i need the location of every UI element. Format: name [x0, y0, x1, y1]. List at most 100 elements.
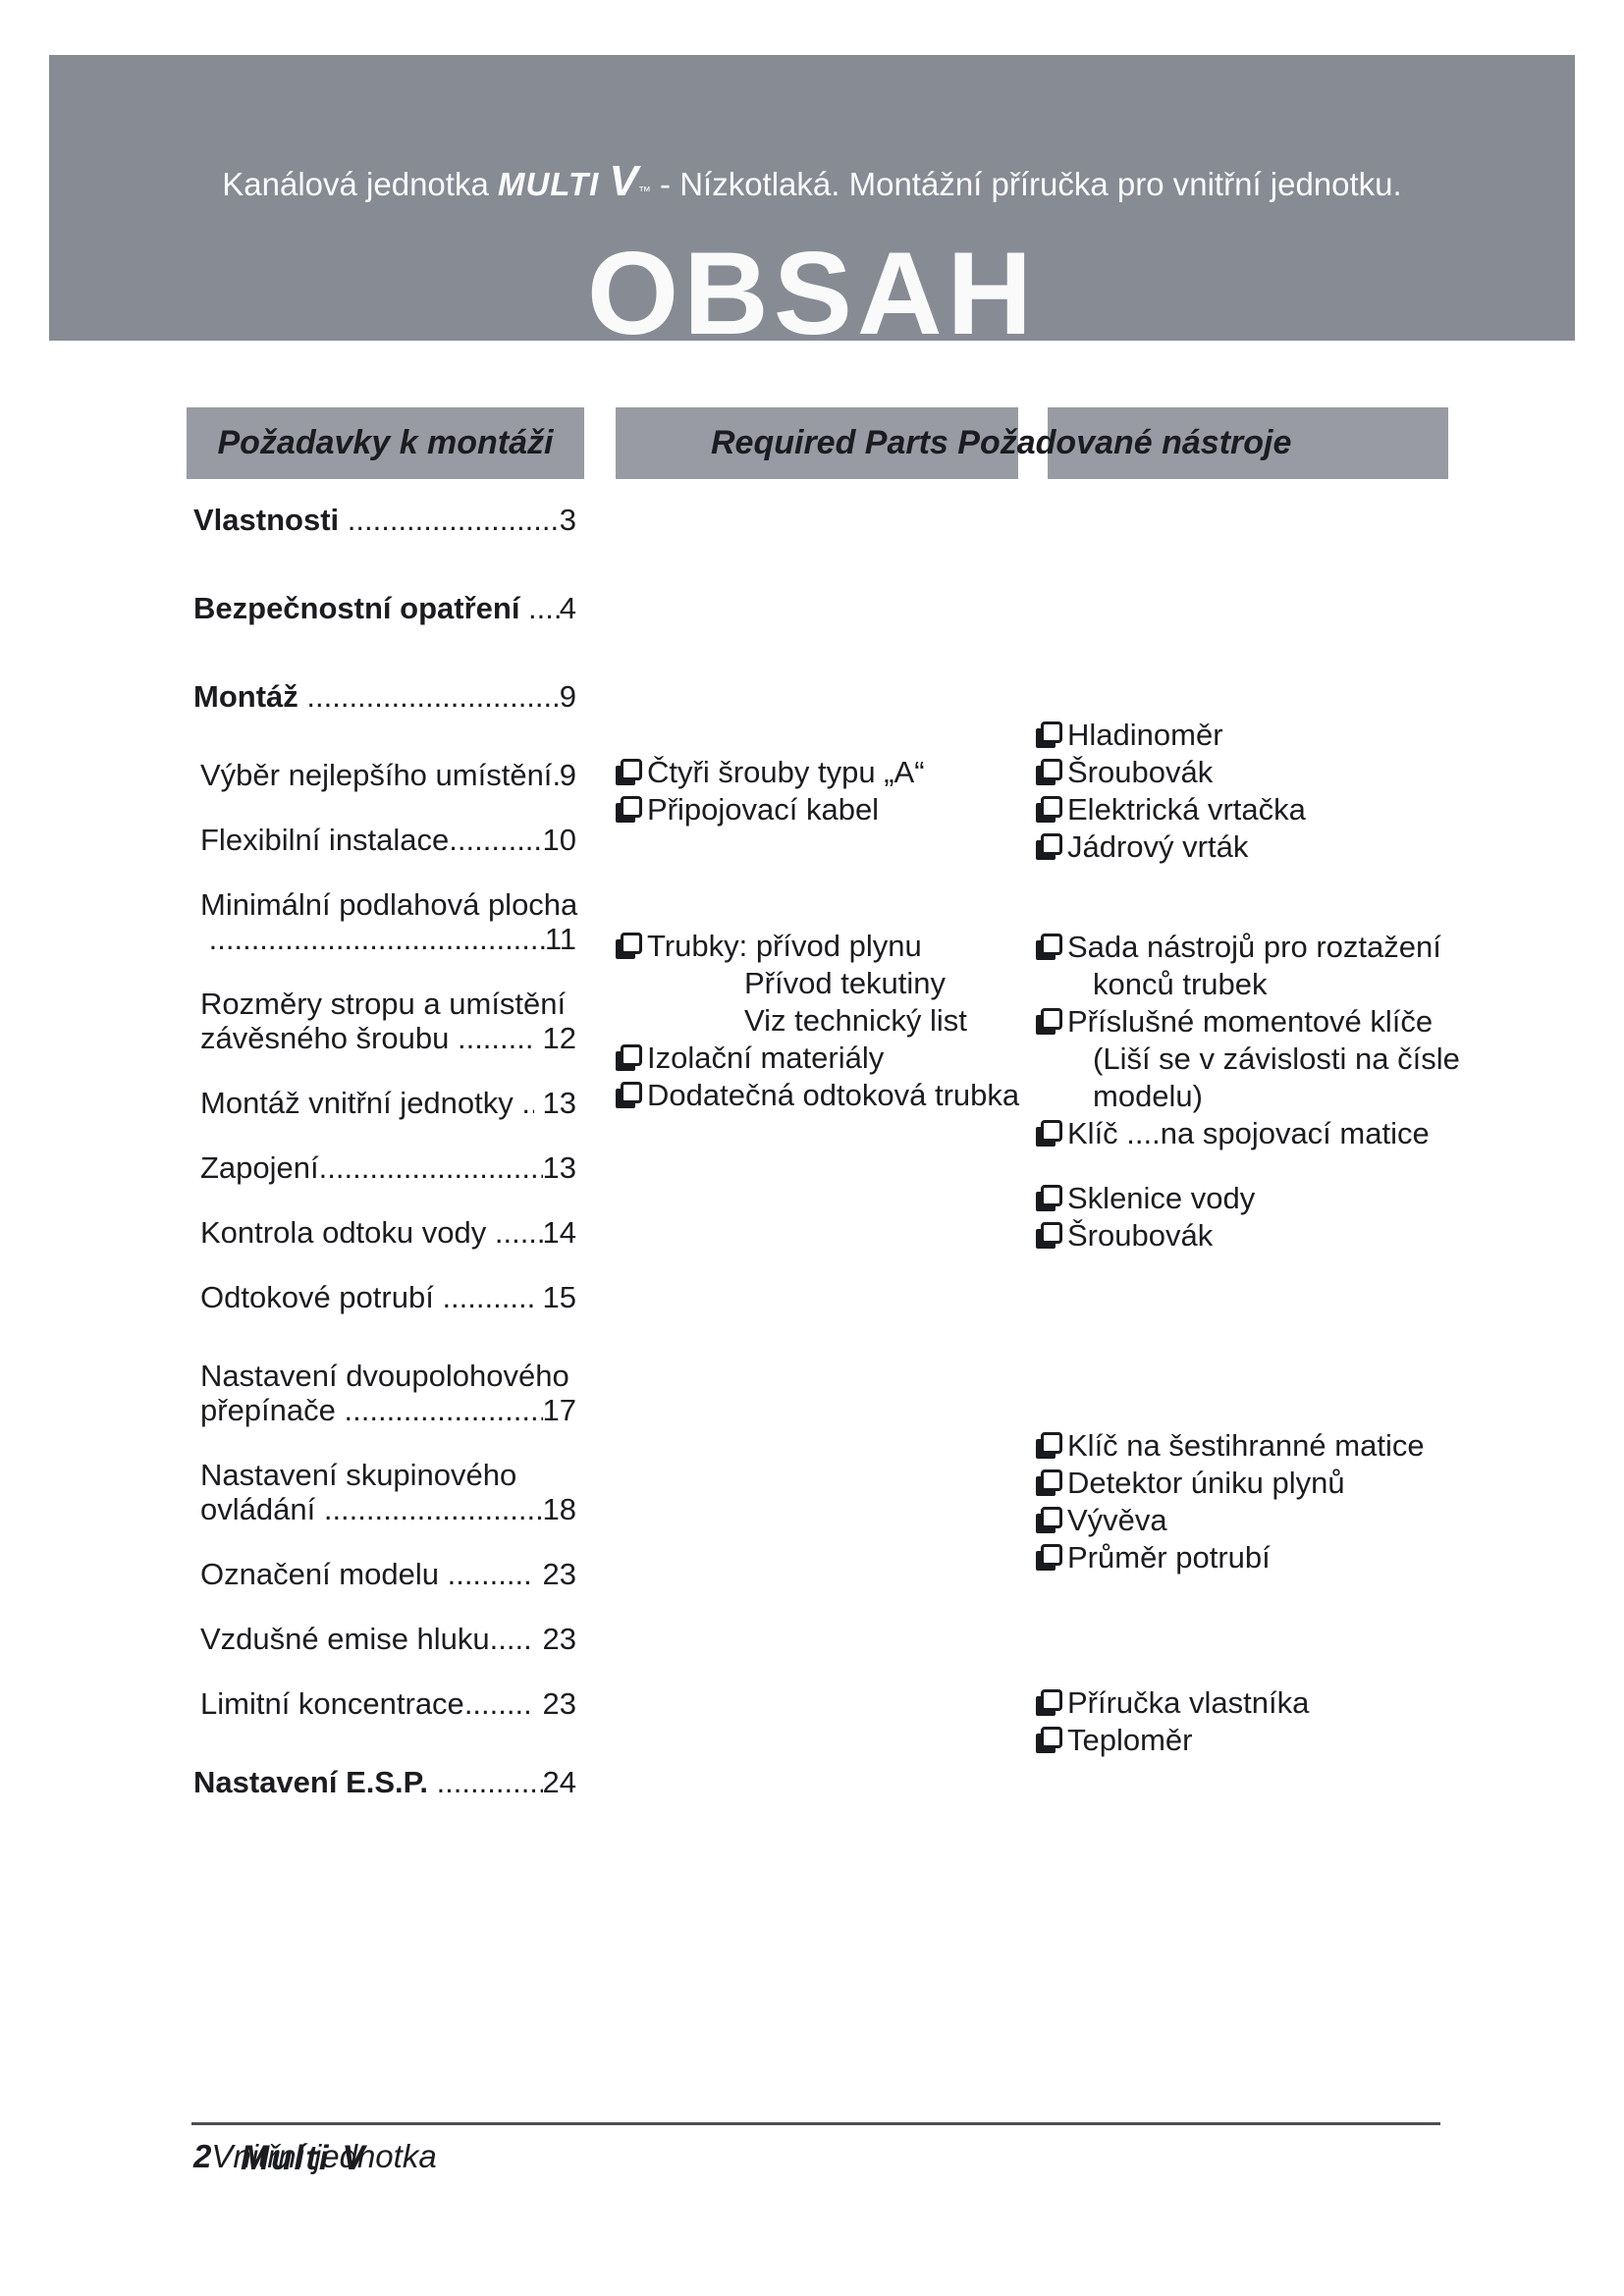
- checklist-item-label: Jádrový vrták: [1067, 829, 1249, 864]
- checklist-item: Vývěva: [1036, 1502, 1592, 1539]
- toc-leader-dots: ........................................…: [447, 1557, 534, 1591]
- toc-entry-line2: ........................................…: [200, 922, 576, 956]
- checkbox-icon: [1036, 1222, 1062, 1249]
- toc-leader-dots: ........................................…: [344, 1393, 543, 1427]
- checkbox-icon: [1036, 934, 1062, 960]
- toc-page-number: 11: [544, 922, 576, 956]
- page-title: OBSAH: [586, 228, 1038, 359]
- checklist-item: Detektor úniku plynů: [1036, 1465, 1592, 1502]
- toc-entry-label: Vlastnosti: [193, 503, 348, 537]
- toc-entry: Odtokové potrubí .......................…: [193, 1280, 576, 1314]
- toc-entry-label: závěsného šroubu: [200, 1021, 458, 1055]
- toc-leader-dots: ........................................…: [442, 1280, 533, 1314]
- toc-column: Vlastnosti .............................…: [193, 503, 578, 1799]
- toc-entry-label: Minimální podlahová plocha: [200, 887, 578, 922]
- checklist-item-label: Vývěva: [1067, 1503, 1167, 1537]
- toc-page-number: 3: [559, 503, 576, 537]
- toc-entry-line1: Nastavení skupinového ..................…: [200, 1458, 576, 1492]
- toc-entry-label: Označení modelu: [200, 1557, 448, 1591]
- toc-entry: Montáž .................................…: [193, 679, 576, 714]
- checkbox-icon: [616, 1082, 642, 1108]
- checkbox-icon: [1036, 833, 1062, 860]
- toc-page-number: 9: [559, 679, 576, 714]
- checklist-item: (Liší se v závislosti na čísle: [1036, 1041, 1592, 1078]
- checklist-item-label: modelu): [1093, 1079, 1203, 1113]
- checklist-item: Připojovací kabel: [616, 791, 1028, 828]
- toc-entry: Rozměry stropu a umístění ..............…: [193, 987, 576, 1055]
- section-header-installation-requirements: Požadavky k montáži: [187, 407, 584, 479]
- banner-title-prefix: Kanálová jednotka: [222, 166, 498, 202]
- checklist-item-label: Připojovací kabel: [647, 792, 880, 827]
- toc-page-number: 23: [533, 1622, 577, 1656]
- checklist-item-label: Viz technický list: [744, 1003, 967, 1038]
- checklist-item-label: Sada nástrojů pro roztažení: [1067, 930, 1441, 964]
- toc-page-number: 12: [533, 1021, 577, 1055]
- toc-leader-dots: ........................................…: [463, 1686, 534, 1721]
- toc-entry: Označení modelu ........................…: [193, 1557, 576, 1591]
- checklist-item-label: konců trubek: [1093, 967, 1268, 1001]
- checkbox-icon: [616, 759, 642, 785]
- toc-entry-label: ovládání: [200, 1492, 324, 1526]
- toc-leader-dots: ........................................…: [323, 1492, 543, 1526]
- toc-page-number: 18: [542, 1492, 576, 1526]
- toc-entry: Nastavení dvoupolohového ...............…: [193, 1359, 576, 1427]
- multi-v-logo-v: V: [609, 157, 638, 205]
- toc-entry-label: Rozměry stropu a umístění: [200, 987, 567, 1021]
- footer-divider: [191, 2122, 1440, 2125]
- banner-title-suffix: - Nízkotlaká. Montážní příručka pro vnit…: [650, 166, 1402, 202]
- section-header-combined-label: Required Parts Požadované nástroje: [711, 424, 1292, 461]
- toc-leader-dots: ........................................…: [208, 922, 545, 956]
- checklist-item: Elektrická vrtačka: [1036, 791, 1592, 828]
- toc-page-number: 10: [542, 823, 576, 857]
- checklist-item: konců trubek: [1036, 966, 1592, 1003]
- toc-entry-line1: Rozměry stropu a umístění ..............…: [200, 987, 576, 1021]
- toc-leader-dots: ........................................…: [489, 1622, 534, 1656]
- toc-entry-label: Flexibilní instalace: [200, 823, 450, 857]
- toc-entry: Výběr nejlepšího umístění ..............…: [193, 758, 576, 792]
- toc-entry-line1: Montáž .................................…: [193, 679, 576, 714]
- footer-page-number: 2: [193, 2138, 212, 2174]
- toc-entry-label: Nastavení dvoupolohového: [200, 1359, 569, 1393]
- checkbox-icon: [616, 796, 642, 823]
- toc-entry-line2: závěsného šroubu .......................…: [200, 1021, 576, 1055]
- checkbox-icon: [1036, 1727, 1062, 1753]
- toc-entry-label: Zapojení: [200, 1150, 319, 1185]
- toc-entry-line1: Minimální podlahová plocha .............…: [200, 887, 578, 922]
- toc-entry-line1: Označení modelu ........................…: [200, 1557, 576, 1591]
- toc-entry: Nastavení skupinového ..................…: [193, 1458, 576, 1526]
- checklist-item-label: Klíč na šestihranné matice: [1067, 1428, 1425, 1463]
- toc-page-number: 15: [533, 1280, 577, 1314]
- checkbox-icon: [1036, 1120, 1062, 1147]
- checkbox-icon: [1036, 1469, 1062, 1496]
- checklist-item-label: Příručka vlastníka: [1067, 1685, 1310, 1720]
- required-tools-column: Hladinoměr Šroubovák Elektrická vrtačka …: [1036, 717, 1592, 1759]
- checklist-item: Příručka vlastníka: [1036, 1684, 1592, 1722]
- footer-unit-label: Vnitřní jednotka: [211, 2138, 437, 2174]
- checkbox-icon: [616, 933, 642, 959]
- checklist-item-label: Příslušné momentové klíče: [1067, 1004, 1434, 1039]
- checklist-item: Trubky: přívod plynu: [616, 928, 1028, 965]
- section-header-left-label: Požadavky k montáži: [217, 424, 554, 461]
- checklist-item-label: Trubky: přívod plynu: [647, 929, 922, 963]
- checklist-item: Průměr potrubí: [1036, 1539, 1592, 1576]
- checklist-item-label: Elektrická vrtačka: [1067, 792, 1306, 827]
- toc-page-number: 23: [533, 1557, 577, 1591]
- section-header-bar-required-tools: [1048, 407, 1448, 479]
- toc-entry-label: přepínače: [200, 1393, 345, 1427]
- toc-entry-label: Vzdušné emise hluku: [200, 1622, 490, 1656]
- header-banner: Kanálová jednotka MULTI V™ - Nízkotlaká.…: [49, 55, 1575, 352]
- toc-entry: Montáž vnitřní jednotky ................…: [193, 1086, 576, 1120]
- checkbox-icon: [1036, 1185, 1062, 1211]
- toc-entry-line1: Nastavení E.S.P. .......................…: [193, 1765, 576, 1799]
- toc-entry-label: Montáž vnitřní jednotky: [200, 1086, 522, 1120]
- checklist-item-label: Sklenice vody: [1067, 1181, 1256, 1215]
- toc-entry-line1: Vzdušné emise hluku ....................…: [200, 1622, 576, 1656]
- toc-leader-dots: ........................................…: [306, 679, 559, 714]
- checklist-item: Příslušné momentové klíče: [1036, 1003, 1592, 1041]
- toc-entry-label: Bezpečnostní opatření: [193, 591, 529, 625]
- toc-leader-dots: ........................................…: [457, 1021, 534, 1055]
- checklist-item-label: Izolační materiály: [647, 1041, 885, 1075]
- checklist-item: Klíč ....na spojovací matice: [1036, 1115, 1592, 1152]
- checkbox-icon: [1036, 721, 1062, 748]
